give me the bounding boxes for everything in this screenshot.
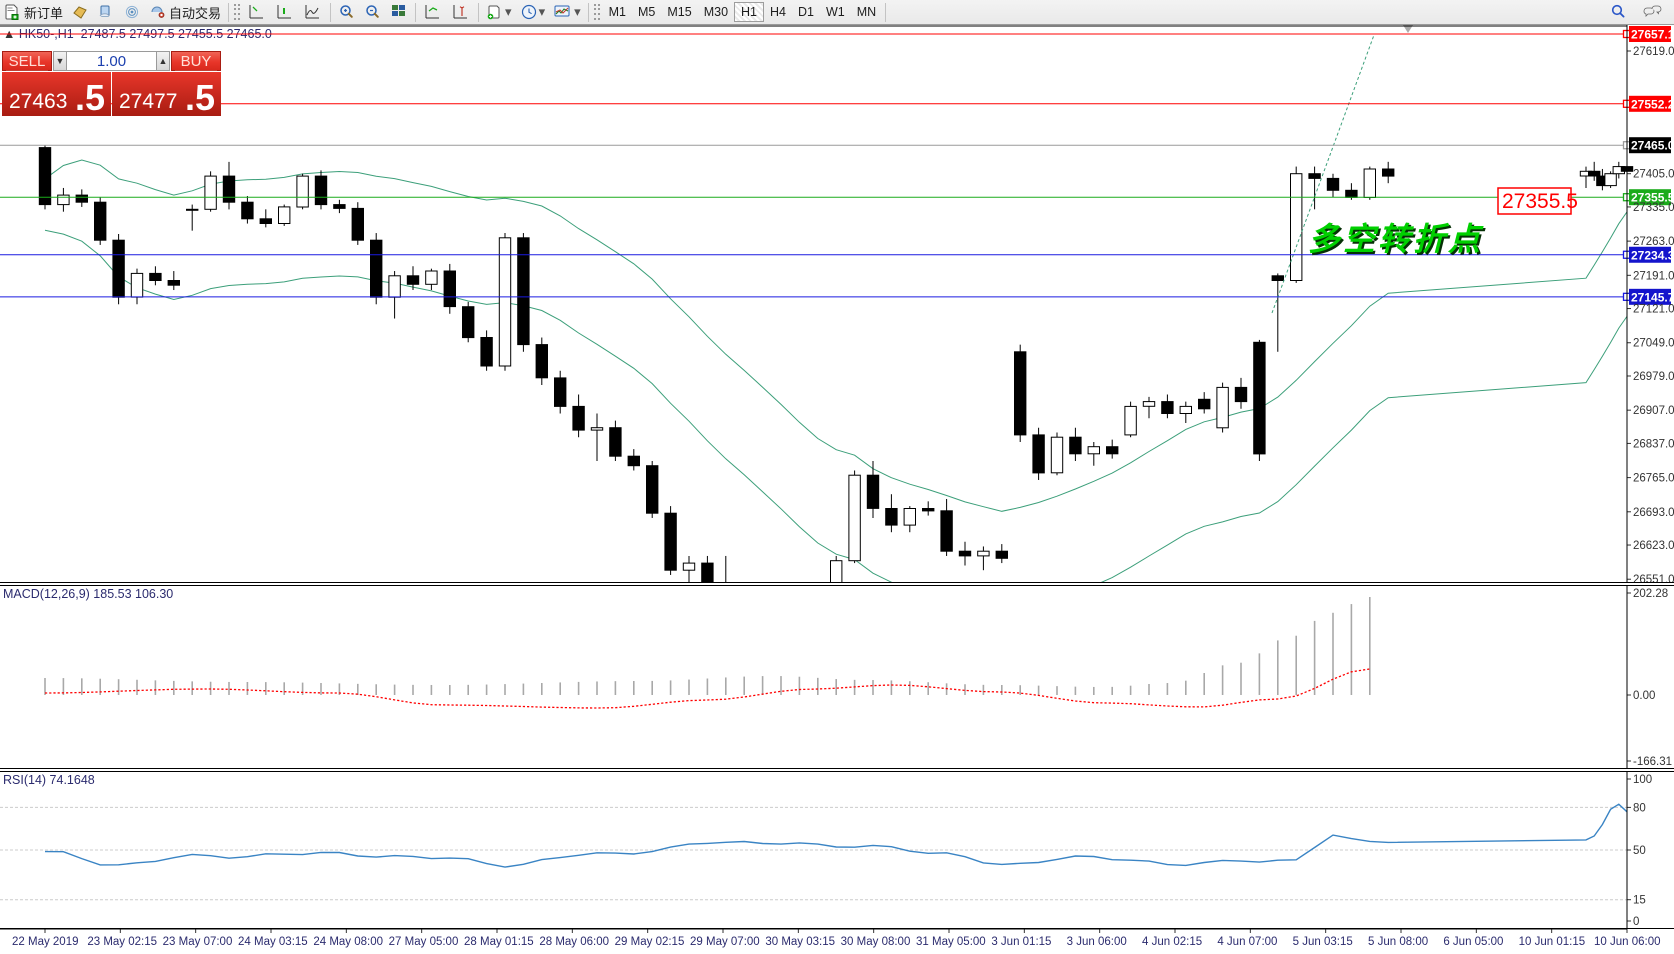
svg-text:30 May 03:15: 30 May 03:15 bbox=[765, 936, 835, 948]
svg-text:24 May 08:00: 24 May 08:00 bbox=[313, 936, 383, 948]
svg-text:27405.0: 27405.0 bbox=[1633, 169, 1674, 181]
svg-text:4 Jun 02:15: 4 Jun 02:15 bbox=[1142, 936, 1202, 948]
svg-text:0.00: 0.00 bbox=[1633, 690, 1655, 702]
svg-text:多空转折点: 多空转折点 bbox=[1308, 221, 1484, 257]
svg-text:27191.0: 27191.0 bbox=[1633, 270, 1674, 282]
svg-text:10 Jun 06:00: 10 Jun 06:00 bbox=[1594, 936, 1661, 948]
svg-text:3 Jun 06:00: 3 Jun 06:00 bbox=[1067, 936, 1127, 948]
svg-text:26907.0: 26907.0 bbox=[1633, 405, 1674, 417]
svg-text:100: 100 bbox=[1633, 774, 1652, 786]
svg-text:24 May 03:15: 24 May 03:15 bbox=[238, 936, 308, 948]
svg-text:27657.1: 27657.1 bbox=[1631, 28, 1674, 42]
svg-text:27234.3: 27234.3 bbox=[1631, 248, 1674, 262]
svg-text:28 May 01:15: 28 May 01:15 bbox=[464, 936, 534, 948]
svg-text:31 May 05:00: 31 May 05:00 bbox=[916, 936, 986, 948]
svg-text:23 May 02:15: 23 May 02:15 bbox=[87, 936, 157, 948]
svg-text:50: 50 bbox=[1633, 845, 1646, 857]
svg-text:26837.0: 26837.0 bbox=[1633, 438, 1674, 450]
svg-text:4 Jun 07:00: 4 Jun 07:00 bbox=[1217, 936, 1277, 948]
svg-text:10 Jun 01:15: 10 Jun 01:15 bbox=[1519, 936, 1586, 948]
svg-text:15: 15 bbox=[1633, 895, 1646, 907]
svg-text:26979.0: 26979.0 bbox=[1633, 371, 1674, 383]
svg-text:80: 80 bbox=[1633, 802, 1646, 814]
svg-text:27121.0: 27121.0 bbox=[1633, 304, 1674, 316]
svg-text:27 May 05:00: 27 May 05:00 bbox=[389, 936, 459, 948]
svg-text:-166.31: -166.31 bbox=[1633, 756, 1672, 768]
svg-text:26765.0: 26765.0 bbox=[1633, 473, 1674, 485]
svg-text:27619.0: 27619.0 bbox=[1633, 46, 1674, 58]
svg-text:3 Jun 01:15: 3 Jun 01:15 bbox=[991, 936, 1051, 948]
svg-text:26693.0: 26693.0 bbox=[1633, 507, 1674, 519]
svg-text:29 May 02:15: 29 May 02:15 bbox=[615, 936, 685, 948]
svg-text:27335.0: 27335.0 bbox=[1633, 202, 1674, 214]
svg-text:28 May 06:00: 28 May 06:00 bbox=[539, 936, 609, 948]
svg-text:6 Jun 05:00: 6 Jun 05:00 bbox=[1443, 936, 1503, 948]
svg-text:26551.0: 26551.0 bbox=[1633, 574, 1674, 583]
svg-text:27465.0: 27465.0 bbox=[1631, 139, 1674, 153]
svg-text:27552.2: 27552.2 bbox=[1631, 97, 1674, 111]
svg-text:22 May 2019: 22 May 2019 bbox=[12, 936, 79, 948]
svg-text:5 Jun 08:00: 5 Jun 08:00 bbox=[1368, 936, 1428, 948]
svg-text:29 May 07:00: 29 May 07:00 bbox=[690, 936, 760, 948]
svg-text:27049.0: 27049.0 bbox=[1633, 338, 1674, 350]
svg-text:23 May 07:00: 23 May 07:00 bbox=[163, 936, 233, 948]
svg-text:5 Jun 03:15: 5 Jun 03:15 bbox=[1293, 936, 1353, 948]
svg-text:27355.5: 27355.5 bbox=[1502, 190, 1578, 213]
svg-text:202.28: 202.28 bbox=[1633, 588, 1668, 600]
svg-text:27145.7: 27145.7 bbox=[1631, 290, 1674, 304]
svg-text:30 May 08:00: 30 May 08:00 bbox=[841, 936, 911, 948]
svg-text:0: 0 bbox=[1633, 916, 1639, 928]
svg-text:26623.0: 26623.0 bbox=[1633, 540, 1674, 552]
svg-text:27263.0: 27263.0 bbox=[1633, 236, 1674, 248]
